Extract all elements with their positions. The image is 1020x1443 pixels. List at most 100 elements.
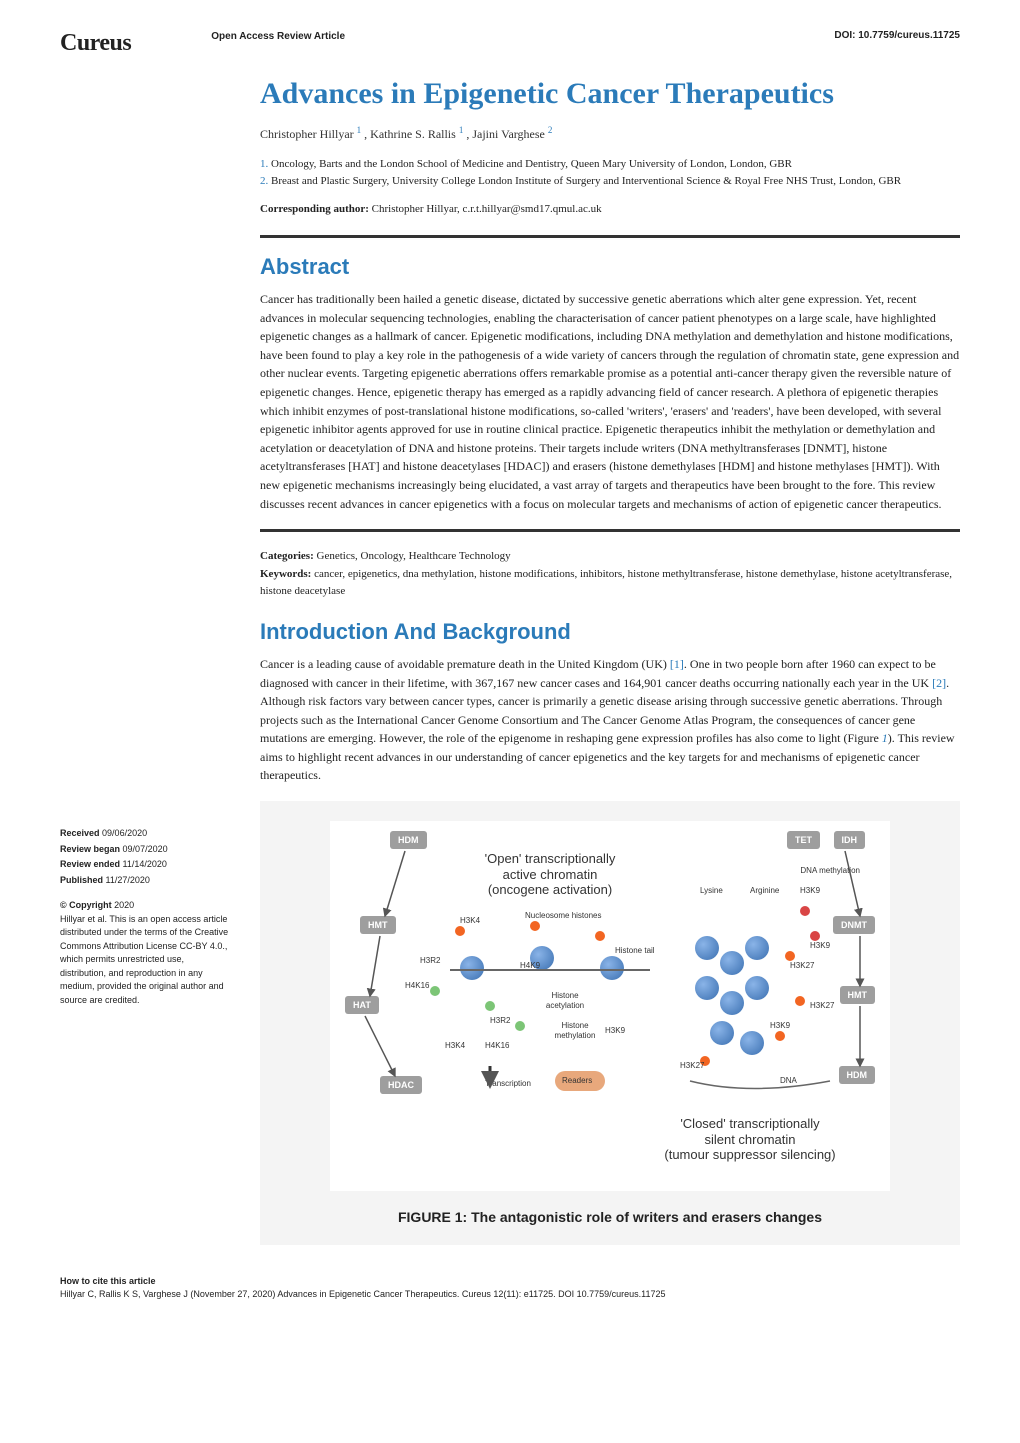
enzyme-hmt-right: HMT: [840, 986, 876, 1004]
label-closed-chromatin: 'Closed' transcriptionally silent chroma…: [650, 1116, 850, 1163]
published-date: 11/27/2020: [106, 875, 150, 885]
affiliations: 1. Oncology, Barts and the London School…: [260, 156, 960, 189]
label-histone-acetylation: Histone acetylation: [540, 991, 590, 1010]
label-dna-methylation: DNA methylation: [800, 866, 860, 876]
review-began-label: Review began: [60, 844, 120, 854]
sidebar: Received 09/06/2020 Review began 09/07/2…: [60, 77, 230, 1245]
intro-heading: Introduction And Background: [260, 619, 960, 645]
nucleosome-icon: [695, 976, 719, 1000]
nucleosome-icon: [740, 1031, 764, 1055]
article-title: Advances in Epigenetic Cancer Therapeuti…: [260, 77, 960, 111]
dna-strand-icon: [450, 969, 650, 971]
author-2[interactable]: Kathrine S. Rallis: [370, 127, 456, 141]
enzyme-dnmt: DNMT: [833, 916, 875, 934]
label-h3k9-r1: H3K9: [810, 941, 830, 951]
article-type-line1: Open Access: [211, 31, 274, 42]
enzyme-hmt-left: HMT: [360, 916, 396, 934]
received-date: 09/06/2020: [102, 828, 147, 838]
author-3[interactable]: Jajini Varghese: [472, 127, 545, 141]
enzyme-idh: IDH: [834, 831, 866, 849]
categories: Genetics, Oncology, Healthcare Technolog…: [317, 550, 511, 562]
label-h3k9-2: H3K9: [605, 1026, 625, 1036]
author-2-aff: 1: [459, 125, 464, 135]
received-label: Received: [60, 828, 100, 838]
nucleosome-icon: [695, 936, 719, 960]
methyl-mark-icon: [455, 926, 465, 936]
nucleosome-icon: [745, 936, 769, 960]
journal-logo: Cureus: [60, 30, 131, 57]
label-histone-tail: Histone tail: [615, 946, 655, 956]
author-1[interactable]: Christopher Hillyar: [260, 127, 354, 141]
citation-block: How to cite this article Hillyar C, Rall…: [60, 1275, 960, 1300]
author-1-aff: 1: [357, 125, 362, 135]
citation-text: Hillyar C, Rallis K S, Varghese J (Novem…: [60, 1289, 666, 1299]
aff-2-text: Breast and Plastic Surgery, University C…: [271, 175, 901, 187]
label-h3k27-r2: H3K27: [810, 1001, 834, 1011]
article-dates: Received 09/06/2020 Review began 09/07/2…: [60, 827, 230, 887]
nucleosome-icon: [720, 991, 744, 1015]
abstract-heading: Abstract: [260, 254, 960, 280]
divider: [260, 235, 960, 238]
ref-2[interactable]: [2]: [932, 676, 946, 690]
doi-value: 10.7759/cureus.11725: [858, 30, 960, 41]
enzyme-tet: TET: [787, 831, 820, 849]
author-3-aff: 2: [548, 125, 553, 135]
label-open-chromatin: 'Open' transcriptionally active chromati…: [460, 851, 640, 898]
open-line1: 'Open' transcriptionally: [485, 851, 616, 866]
article-type: Open Access Review Article: [211, 30, 345, 43]
label-arginine: Arginine: [750, 886, 779, 896]
label-h4k9: H4K9: [520, 961, 540, 971]
divider: [260, 529, 960, 532]
nucleosome-icon: [720, 951, 744, 975]
label-readers: Readers: [562, 1076, 592, 1086]
review-ended-date: 11/14/2020: [123, 859, 167, 869]
citation-label: How to cite this article: [60, 1276, 156, 1286]
methyl-mark-icon: [595, 931, 605, 941]
enzyme-hdm-left: HDM: [390, 831, 427, 849]
label-h3r2: H3R2: [420, 956, 440, 966]
methyl-mark-icon: [785, 951, 795, 961]
nucleosome-icon: [745, 976, 769, 1000]
top-bar: Cureus Open Access Review Article DOI: 1…: [60, 30, 960, 57]
authors-list: Christopher Hillyar 1 , Kathrine S. Rall…: [260, 125, 960, 142]
copyright-text: Hillyar et al. This is an open access ar…: [60, 913, 230, 1008]
doi-label: DOI:: [834, 30, 855, 41]
enzyme-hat: HAT: [345, 996, 379, 1014]
label-h3k4: H3K4: [460, 916, 480, 926]
label-h4k16-2: H4K16: [485, 1041, 509, 1051]
intro-text: Cancer is a leading cause of avoidable p…: [260, 655, 960, 785]
copyright-label: © Copyright: [60, 900, 112, 910]
published-label: Published: [60, 875, 103, 885]
label-h4k16: H4K16: [405, 981, 429, 991]
main-content: Advances in Epigenetic Cancer Therapeuti…: [260, 77, 960, 1245]
corresponding-text: Christopher Hillyar, c.r.t.hillyar@smd17…: [372, 203, 602, 215]
label-histone-methylation: Histone methylation: [550, 1021, 600, 1040]
closed-line1: 'Closed' transcriptionally: [680, 1116, 819, 1131]
corresponding-author: Corresponding author: Christopher Hillya…: [260, 203, 960, 215]
article-type-line2: Review Article: [277, 31, 345, 42]
label-h3k27-r3: H3K27: [680, 1061, 704, 1071]
label-h3k27-r1: H3K27: [790, 961, 814, 971]
nucleosome-icon: [460, 956, 484, 980]
copyright-block: © Copyright 2020 Hillyar et al. This is …: [60, 899, 230, 1007]
review-ended-label: Review ended: [60, 859, 120, 869]
closed-line2: silent chromatin: [704, 1132, 795, 1147]
methyl-mark-icon: [530, 921, 540, 931]
aff-1-num: 1.: [260, 158, 268, 170]
copyright-year: 2020: [114, 900, 134, 910]
acetyl-mark-icon: [515, 1021, 525, 1031]
enzyme-hdm-right: HDM: [839, 1066, 876, 1084]
label-lysine: Lysine: [700, 886, 723, 896]
methyl-mark-icon: [775, 1031, 785, 1041]
acetyl-mark-icon: [485, 1001, 495, 1011]
keywords-label: Keywords:: [260, 568, 311, 580]
keywords: cancer, epigenetics, dna methylation, hi…: [260, 568, 952, 598]
label-h3r2-2: H3R2: [490, 1016, 510, 1026]
nucleosome-icon: [600, 956, 624, 980]
review-began-date: 09/07/2020: [123, 844, 168, 854]
ref-1[interactable]: [1]: [670, 657, 684, 671]
corresponding-label: Corresponding author:: [260, 203, 369, 215]
categories-label: Categories:: [260, 550, 314, 562]
nucleosome-icon: [710, 1021, 734, 1045]
label-dna: DNA: [780, 1076, 797, 1086]
